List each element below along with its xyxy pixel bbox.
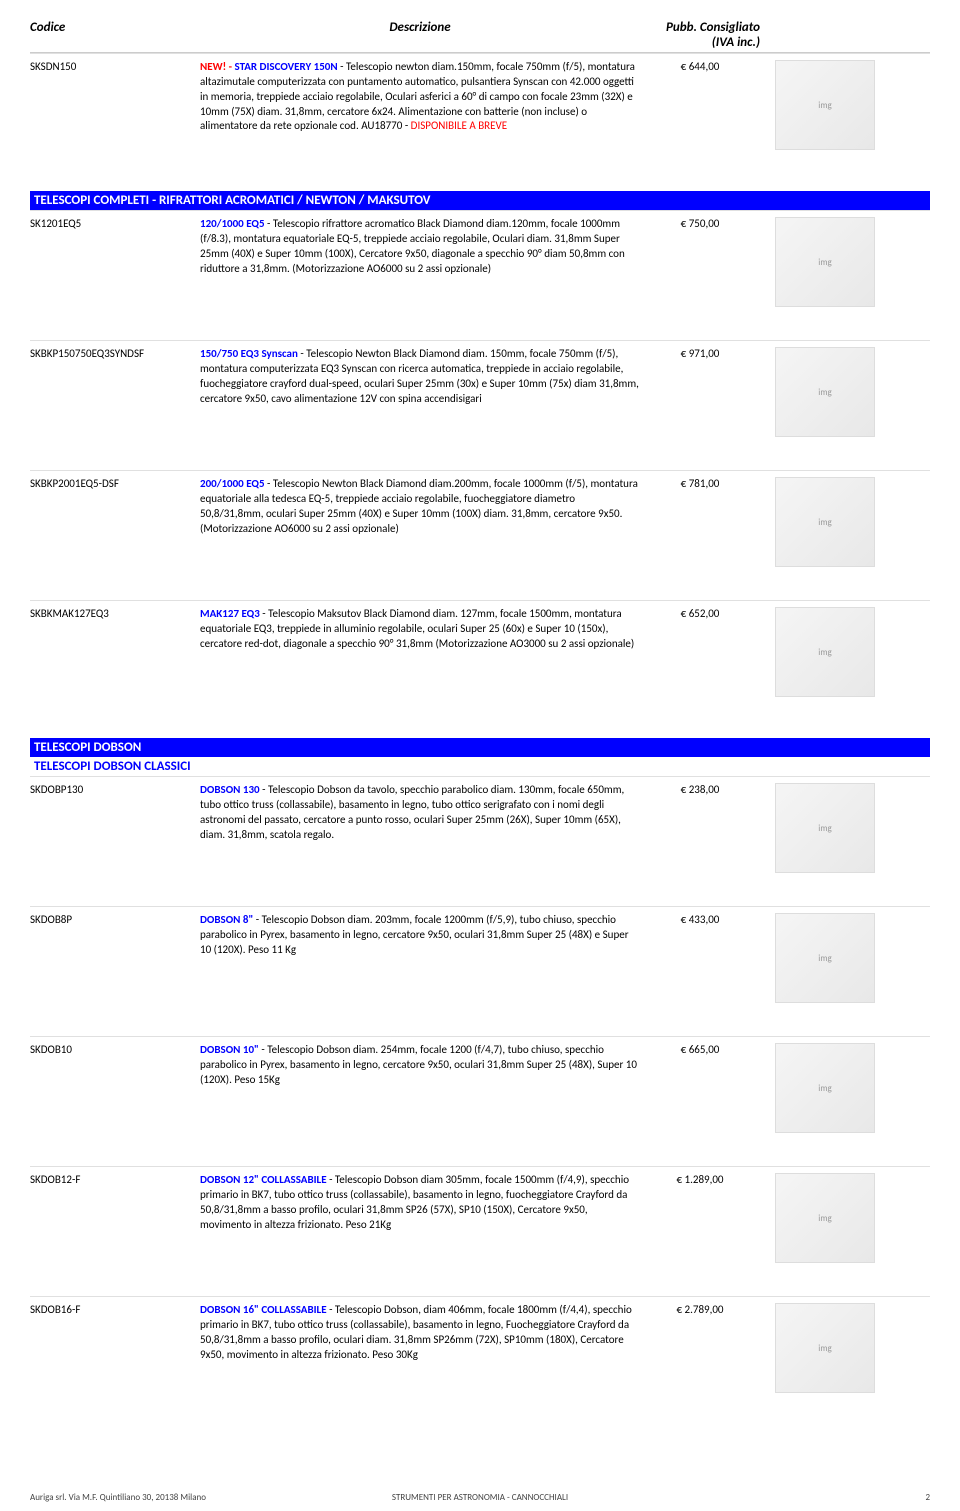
product-image: img [775, 60, 875, 150]
product-price: € 971,00 [640, 347, 760, 464]
product-row: SKSDN150 NEW! - STAR DISCOVERY 150N - Te… [30, 53, 930, 183]
product-price: € 781,00 [640, 477, 760, 594]
product-desc: MAK127 EQ3 - Telescopio Maksutov Black D… [200, 607, 640, 724]
footer-page-number: 2 [925, 1492, 930, 1503]
product-code: SKBKP2001EQ5-DSF [30, 477, 200, 594]
product-desc: 120/1000 EQ5 - Telescopio rifrattore acr… [200, 217, 640, 334]
product-image: img [775, 347, 875, 437]
header-desc: Descrizione [200, 20, 640, 50]
product-image: img [775, 913, 875, 1003]
footer-left: Auriga srl. Via M.F. Quintiliano 30, 201… [30, 1492, 206, 1503]
product-price: € 652,00 [640, 607, 760, 724]
product-image: img [775, 217, 875, 307]
product-desc: DOBSON 12" COLLASSABILE - Telescopio Dob… [200, 1173, 640, 1290]
product-price: € 1.289,00 [640, 1173, 760, 1290]
product-row: SKBKP2001EQ5-DSF 200/1000 EQ5 - Telescop… [30, 470, 930, 600]
product-image: img [775, 1043, 875, 1133]
table-header: Codice Descrizione Pubb. Consigliato (IV… [30, 20, 930, 53]
product-code: SKDOB10 [30, 1043, 200, 1160]
product-image: img [775, 477, 875, 567]
product-desc: 200/1000 EQ5 - Telescopio Newton Black D… [200, 477, 640, 594]
product-desc: DOBSON 10" - Telescopio Dobson diam. 254… [200, 1043, 640, 1160]
product-row: SKDOB8P DOBSON 8" - Telescopio Dobson di… [30, 906, 930, 1036]
product-price: € 644,00 [640, 60, 760, 177]
header-price: Pubb. Consigliato (IVA inc.) [640, 20, 760, 50]
product-code: SKDOBP130 [30, 783, 200, 900]
product-image: img [775, 1303, 875, 1393]
section-title: TELESCOPI COMPLETI - RIFRATTORI ACROMATI… [30, 191, 930, 210]
product-desc: 150/750 EQ3 Synscan - Telescopio Newton … [200, 347, 640, 464]
product-row: SKDOBP130 DOBSON 130 - Telescopio Dobson… [30, 776, 930, 906]
product-row: SKDOB12-F DOBSON 12" COLLASSABILE - Tele… [30, 1166, 930, 1296]
product-row: SKBKMAK127EQ3 MAK127 EQ3 - Telescopio Ma… [30, 600, 930, 730]
footer-center: STRUMENTI PER ASTRONOMIA - CANNOCCHIALI [392, 1492, 568, 1503]
product-price: € 2.789,00 [640, 1303, 760, 1420]
product-desc: DOBSON 130 - Telescopio Dobson da tavolo… [200, 783, 640, 900]
product-code: SKBKMAK127EQ3 [30, 607, 200, 724]
product-desc: NEW! - STAR DISCOVERY 150N - Telescopio … [200, 60, 640, 177]
product-desc: DOBSON 16" COLLASSABILE - Telescopio Dob… [200, 1303, 640, 1420]
subsection-title: TELESCOPI DOBSON CLASSICI [30, 757, 930, 776]
page-footer: Auriga srl. Via M.F. Quintiliano 30, 201… [0, 1486, 960, 1509]
section-title: TELESCOPI DOBSON [30, 738, 930, 757]
product-price: € 750,00 [640, 217, 760, 334]
product-code: SKDOB12-F [30, 1173, 200, 1290]
product-code: SKBKP150750EQ3SYNDSF [30, 347, 200, 464]
product-row: SKDOB10 DOBSON 10" - Telescopio Dobson d… [30, 1036, 930, 1166]
product-row: SKBKP150750EQ3SYNDSF 150/750 EQ3 Synscan… [30, 340, 930, 470]
product-code: SKSDN150 [30, 60, 200, 177]
product-price: € 433,00 [640, 913, 760, 1030]
header-code: Codice [30, 20, 200, 50]
product-image: img [775, 783, 875, 873]
product-code: SKDOB8P [30, 913, 200, 1030]
product-image: img [775, 1173, 875, 1263]
product-image: img [775, 607, 875, 697]
product-code: SKDOB16-F [30, 1303, 200, 1420]
product-row: SK1201EQ5 120/1000 EQ5 - Telescopio rifr… [30, 210, 930, 340]
product-price: € 238,00 [640, 783, 760, 900]
product-desc: DOBSON 8" - Telescopio Dobson diam. 203m… [200, 913, 640, 1030]
product-code: SK1201EQ5 [30, 217, 200, 334]
product-row: SKDOB16-F DOBSON 16" COLLASSABILE - Tele… [30, 1296, 930, 1426]
product-price: € 665,00 [640, 1043, 760, 1160]
